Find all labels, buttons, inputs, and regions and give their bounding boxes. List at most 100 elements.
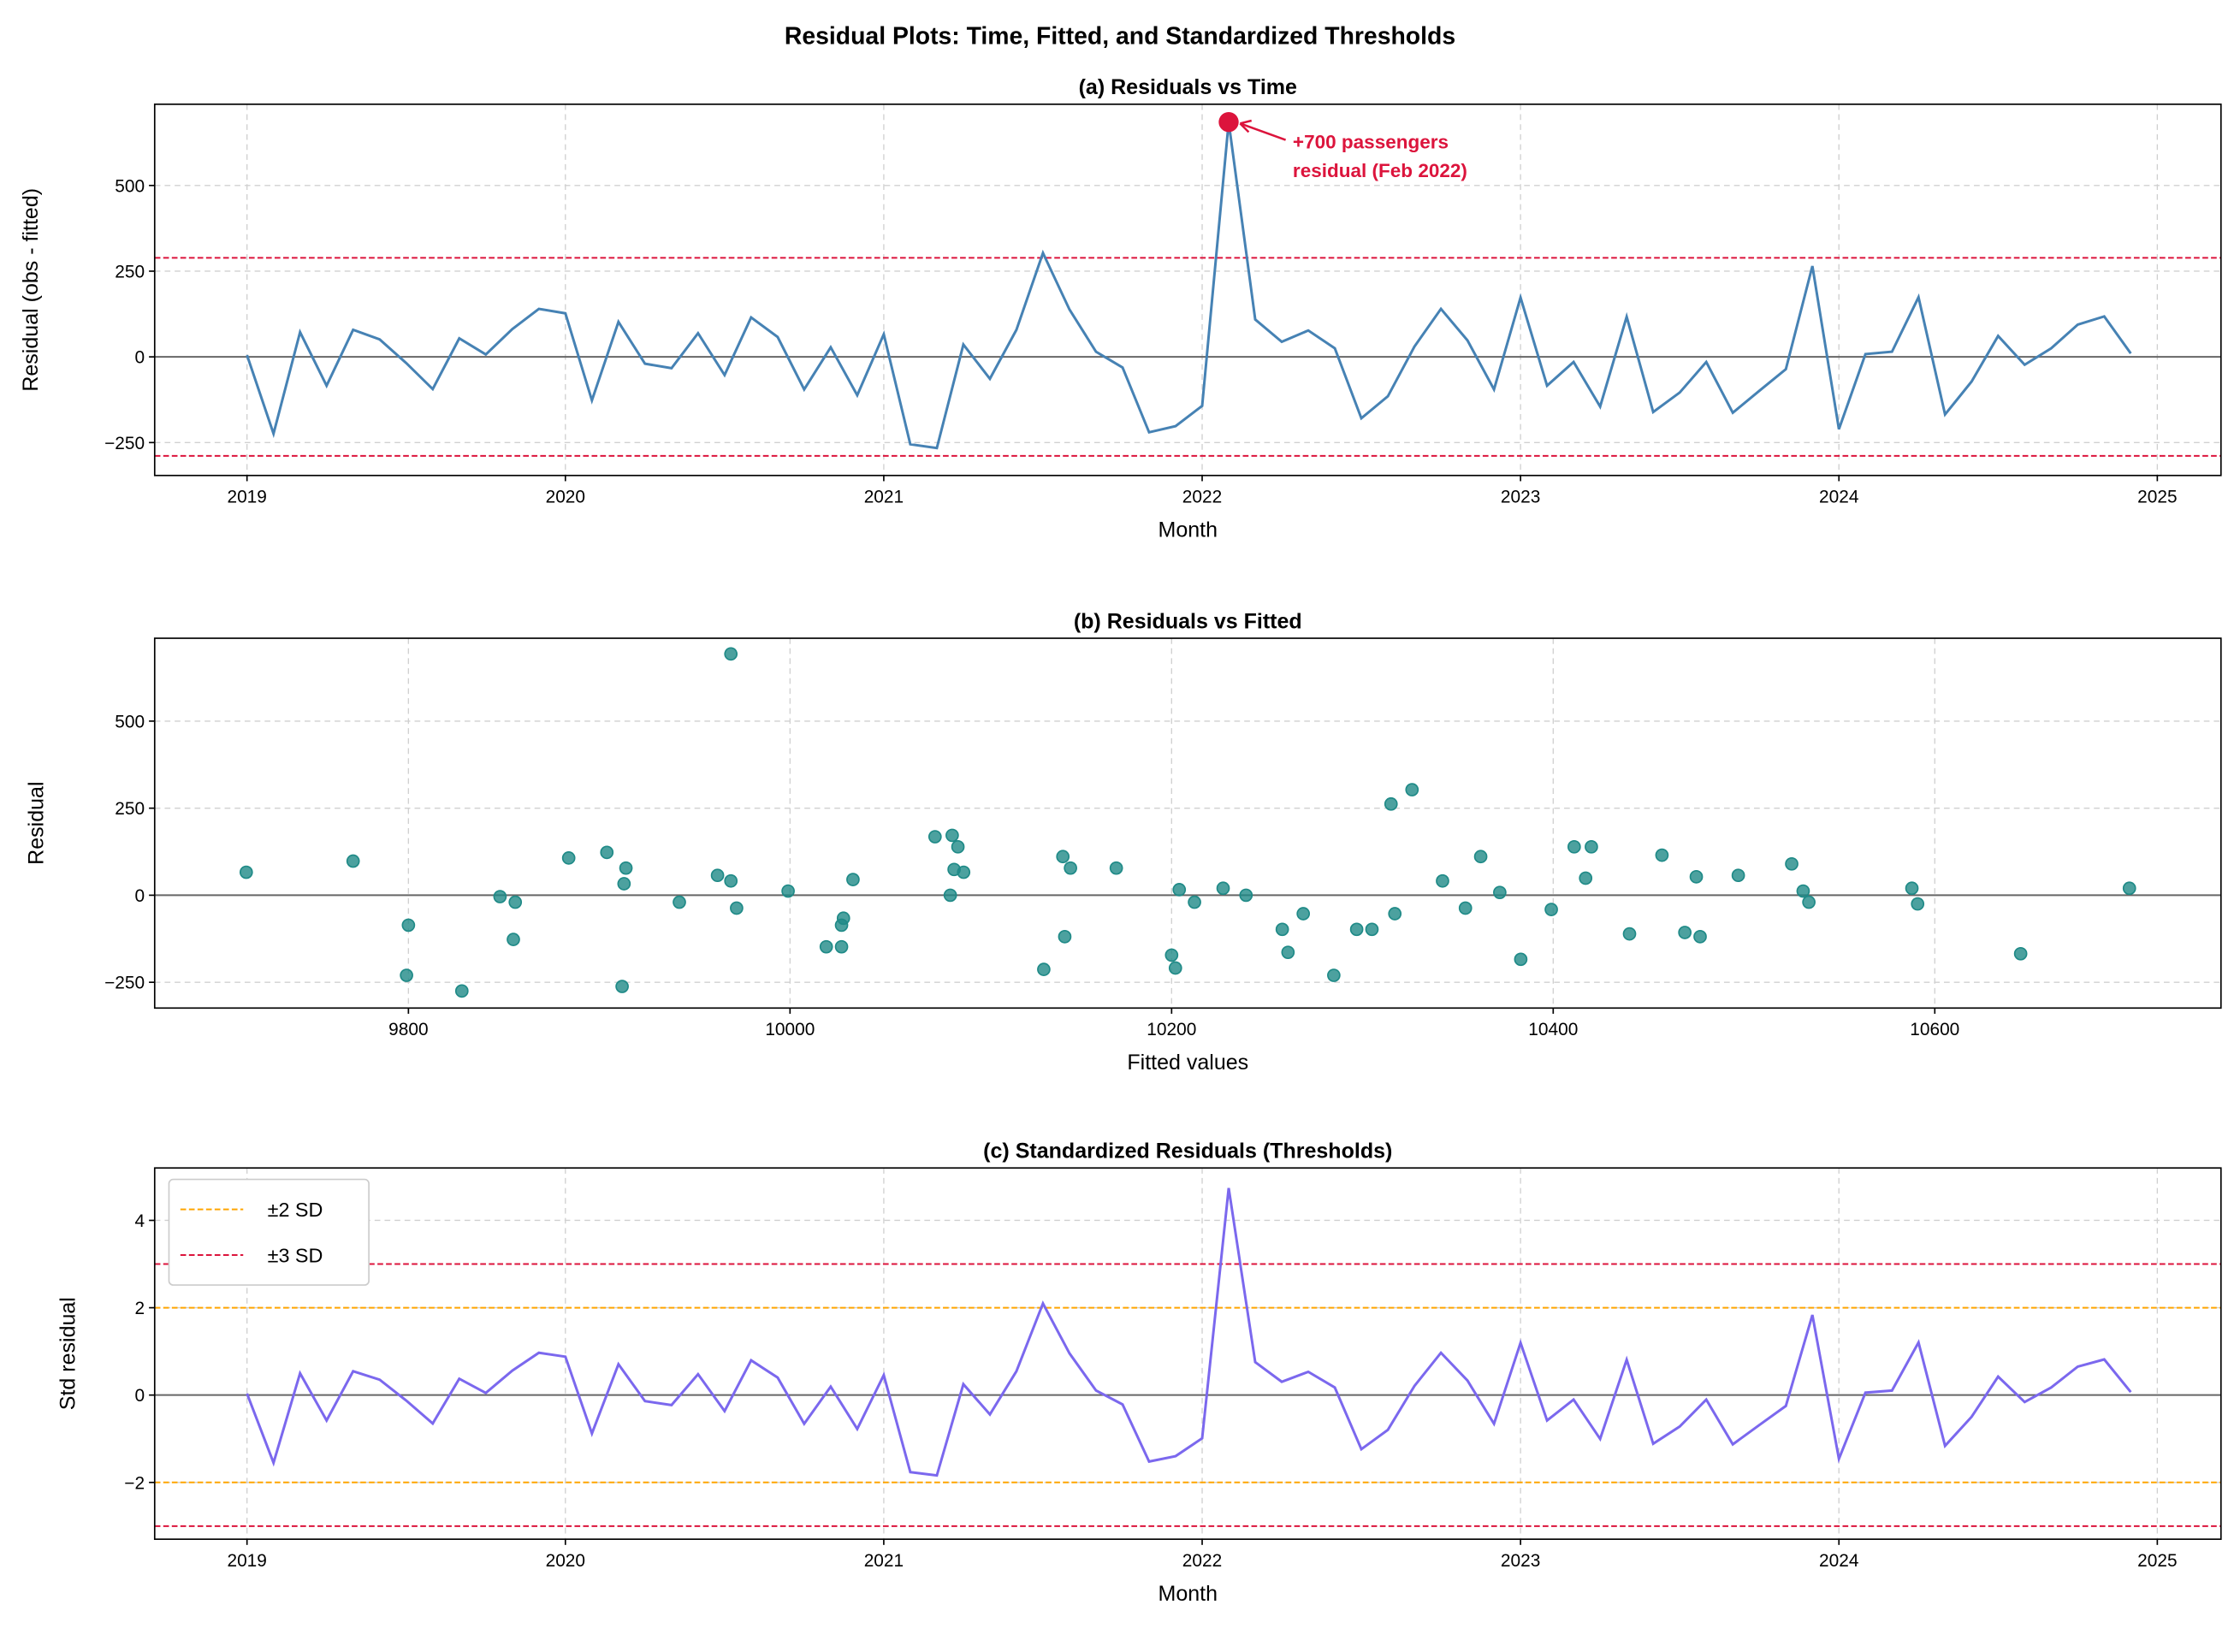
scatter-point: [1514, 952, 1528, 967]
scatter-point: [1405, 783, 1419, 796]
scatter-point: [943, 888, 957, 903]
y-tick-label: 250: [115, 799, 145, 819]
scatter-point: [1216, 881, 1230, 896]
scatter-point: [1796, 884, 1810, 898]
scatter-point: [1327, 968, 1341, 982]
scatter-point: [1281, 945, 1295, 960]
scatter-point: [1458, 901, 1473, 915]
scatter-point: [1056, 850, 1070, 864]
scatter-point: [1188, 895, 1201, 909]
x-tick-label: 2024: [1819, 1551, 1858, 1571]
scatter-point: [1689, 870, 1704, 884]
arrow-head-icon: [1239, 119, 1253, 133]
scatter-point: [508, 895, 523, 909]
residual-series-line: [246, 121, 2132, 450]
legend-box: [168, 1178, 370, 1286]
scatter-point: [1296, 907, 1311, 921]
scatter-point: [730, 901, 744, 915]
panel-b-residuals-vs-fitted: 9800 10000 10200 10400 10600 −250 0 250 500 (b) R…: [25, 609, 2222, 1075]
scatter-point: [507, 933, 520, 946]
scatter-point: [724, 873, 738, 888]
scatter-point: [1349, 922, 1364, 937]
scatter-point: [1693, 930, 1707, 944]
scatter-point: [1064, 861, 1077, 875]
scatter-point: [1802, 895, 1816, 909]
panel-c-standardized-residuals: 2019 2020 2021 2022 2023 2024 2025 −2 0 2 4 (c) Sta…: [56, 1140, 2222, 1606]
scatter-point: [615, 980, 629, 993]
x-axis-label: Month: [1159, 1582, 1218, 1606]
y-axis-label: Std residual: [56, 1297, 80, 1410]
scatter-point: [957, 865, 971, 879]
annotation-arrow: [1239, 122, 1287, 141]
scatter-point: [951, 839, 965, 854]
scatter-point: [1168, 961, 1182, 975]
scatter-point: [617, 877, 631, 891]
x-tick-label: 2023: [1501, 1551, 1540, 1571]
x-tick-label: 2025: [2137, 487, 2177, 506]
scatter-point: [1172, 883, 1187, 897]
scatter-point: [1544, 903, 1558, 916]
scatter-point: [1911, 897, 1925, 911]
legend-label: ±3 SD: [268, 1244, 323, 1266]
scatter-point: [1436, 873, 1449, 888]
scatter-point: [781, 884, 795, 898]
scatter-point: [1384, 796, 1398, 811]
y-tick-label: 2: [134, 1299, 145, 1318]
panel-title: (b) Residuals vs Fitted: [1074, 609, 1302, 633]
outlier-marker: [1218, 111, 1239, 133]
scatter-point: [1579, 871, 1593, 885]
scatter-point: [2013, 946, 2028, 961]
x-tick-label: 10600: [1910, 1020, 1959, 1039]
x-tick-label: 2021: [864, 1551, 904, 1571]
scatter-point: [1365, 922, 1379, 937]
x-tick-label: 10200: [1147, 1020, 1196, 1039]
scatter-point: [401, 918, 416, 933]
panel-title: (c) Standardized Residuals (Thresholds): [983, 1140, 1392, 1164]
scatter-point: [493, 890, 507, 903]
plot-frame: [153, 1167, 2222, 1540]
scatter-point: [400, 968, 413, 982]
scatter-point: [1388, 907, 1402, 921]
scatter-point: [1655, 848, 1669, 862]
scatter-point: [346, 854, 360, 868]
scatter-point: [1493, 885, 1507, 900]
scatter-point: [724, 647, 738, 661]
x-tick-label: 2020: [546, 1551, 585, 1571]
scatter-point: [846, 873, 860, 886]
plot-frame: [153, 637, 2222, 1010]
scatter-point: [1622, 927, 1637, 941]
x-tick-label: 2025: [2137, 1551, 2177, 1571]
scatter-point: [927, 830, 942, 844]
scatter-point: [1275, 922, 1289, 937]
panel-title: (a) Residuals vs Time: [1079, 75, 1297, 99]
y-tick-label: 0: [134, 1386, 145, 1406]
x-tick-label: 10400: [1528, 1020, 1578, 1039]
scatter-point: [1785, 856, 1799, 871]
scatter-point: [836, 911, 850, 926]
scatter-point: [1585, 839, 1598, 854]
x-tick-label: 2024: [1819, 487, 1858, 506]
scatter-point: [239, 865, 253, 879]
scatter-point: [1058, 930, 1072, 944]
x-axis-label: Fitted values: [1127, 1051, 1248, 1075]
scatter-point: [1239, 888, 1253, 903]
scatter-point: [710, 868, 725, 883]
plot-frame: [153, 104, 2222, 477]
x-tick-label: 2023: [1501, 487, 1540, 506]
annotation-text-line1: +700 passengers: [1293, 132, 1449, 153]
legend: ±2 SD ±3 SD: [168, 1178, 370, 1286]
y-axis-label: Residual: [25, 781, 49, 864]
scatter-point: [1678, 926, 1692, 939]
scatter-point: [1905, 881, 1919, 896]
scatter-point: [619, 861, 633, 875]
scatter-point: [673, 895, 686, 909]
y-tick-label: −250: [104, 974, 145, 993]
scatter-point: [1567, 839, 1581, 854]
annotation-text-line2: residual (Feb 2022): [1293, 160, 1467, 181]
x-tick-label: 2021: [864, 487, 904, 506]
scatter-point: [454, 984, 469, 998]
y-tick-label: 0: [134, 348, 145, 368]
x-axis-label: Month: [1159, 518, 1218, 542]
y-tick-label: 0: [134, 886, 145, 906]
